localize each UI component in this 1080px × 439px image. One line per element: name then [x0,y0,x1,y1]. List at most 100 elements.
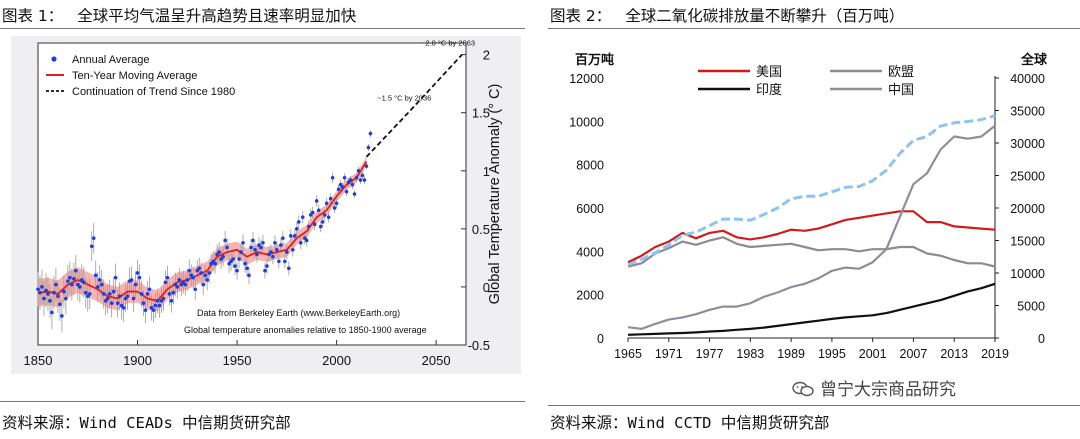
annual-point [281,236,285,240]
right-title-rule [548,28,1080,29]
annual-point [52,290,56,295]
annual-point [328,196,333,201]
annual-point [83,290,88,295]
right-y-tick-label: 30000 [1010,137,1045,151]
annual-point [285,250,289,254]
annual-point [243,261,247,266]
annual-point [265,264,269,268]
annual-point [279,243,283,247]
x-tick-label: 2000 [322,353,351,368]
annual-point [117,294,122,299]
annual-point [201,282,206,287]
x-tick-label: 1900 [123,353,152,368]
annual-point [271,254,275,259]
annual-point [99,282,104,287]
right-axis-title: 全球 [1020,52,1048,67]
annual-point [275,247,279,252]
annual-point [95,285,100,289]
annual-point [269,250,273,254]
wechat-icon [792,381,814,397]
annual-point [316,208,321,213]
annual-point [310,210,315,215]
annual-point [87,292,92,296]
annual-point [145,292,150,296]
annual-point [253,247,257,252]
annual-point [249,245,253,250]
right-figure-title: 图表 2： 全球二氧化碳排放量不断攀升（百万吨） [550,4,904,26]
annual-point [314,199,319,203]
right-y-tick-label: 20000 [1010,202,1045,216]
annual-point [259,245,263,250]
annual-point [237,257,241,261]
annual-point [247,273,251,278]
right-y-tick-label: 40000 [1010,72,1045,86]
annual-point [235,268,239,273]
annual-point [46,292,50,296]
annual-point [304,238,309,243]
legend-label-2: 欧盟 [888,64,914,79]
watermark-text: 曾宁大宗商品研究 [820,380,956,400]
annual-point [185,278,190,282]
annual-point [251,238,255,243]
annual-point [320,220,325,224]
annual-point [336,187,341,192]
annual-point [207,271,211,275]
annual-point [62,289,66,294]
annual-point [121,306,126,310]
annual-point [352,192,357,196]
annual-point [165,275,170,280]
annual-point [131,296,136,301]
annual-point [161,296,166,301]
annual-point [109,301,114,305]
annual-point [291,247,295,252]
annual-point [358,178,363,182]
annual-point [91,236,96,240]
series-line-1 [627,210,996,264]
note-line-1: Data from Berkeley Earth (www.BerkeleyEa… [197,308,400,318]
x-tick-label: 2013 [940,347,968,361]
annual-point [58,302,62,307]
temperature-chart: 1850 1900 1950 2000 2050 -0.5 0 0.5 1 1.5 2 Global … [24,39,503,368]
left-y-tick-label: 6000 [576,202,604,216]
left-y-tick-label: 2000 [576,289,604,303]
annual-point [263,268,267,273]
left-axis-title: 百万吨 [575,52,614,67]
annual-point [167,292,172,296]
annual-point [364,164,369,168]
annual-point [137,275,142,280]
left-y-tick-label: 0 [597,332,604,346]
annual-point [225,245,229,250]
annual-point [356,168,361,173]
left-title-rule [0,28,525,29]
annual-point [322,213,327,217]
annual-point [68,275,72,280]
annual-point [135,271,140,275]
annual-point [360,173,365,178]
x-tick-label: 1983 [736,347,764,361]
annual-point [40,285,44,289]
annual-point [50,310,54,315]
annual-point [147,287,152,292]
annual-point [239,250,243,254]
co2-emissions-chart: 百万吨 全球 0 2000 4000 6000 8000 10000 12000 0 5000 100… [569,52,1048,361]
y-tick-label: -0.5 [468,338,490,353]
x-tick-label: 1850 [24,353,53,368]
annotation-2-0: ~2.0 °C by 2063 [421,39,475,48]
legend-label-1: 美国 [756,64,782,79]
left-figure-caption: 全球平均气温呈升高趋势且速率明显加快 [77,7,357,25]
annual-point [300,215,305,220]
annual-point [97,278,102,282]
annual-point [133,282,138,287]
left-y-tick-label: 12000 [569,72,604,86]
annual-point [298,240,303,245]
legend-label-3: 印度 [756,82,782,97]
annual-point [255,252,259,257]
annual-point [312,222,317,226]
left-source: 资料来源：Wind CEADs 中信期货研究部 [2,414,291,432]
annual-point [233,264,237,268]
annual-point [203,273,208,278]
annual-point [129,278,134,282]
annual-point [318,224,323,229]
right-figure: 图表 2： 全球二氧化碳排放量不断攀升（百万吨） 百万吨 全球 0 2000 4000 60… [548,0,1080,439]
legend-trend-label: Continuation of Trend Since 1980 [72,86,235,98]
